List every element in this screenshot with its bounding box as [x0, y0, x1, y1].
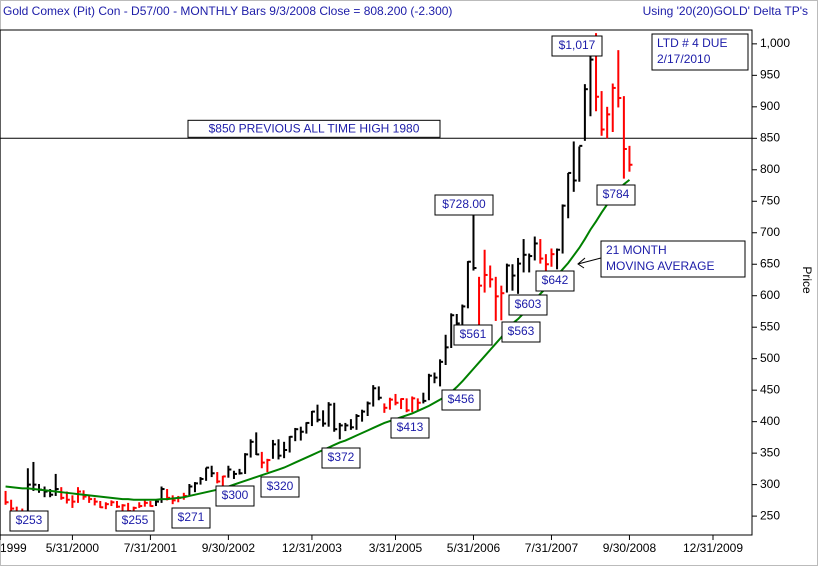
- annotation-box: [115, 510, 155, 532]
- annotation-arrow: [577, 257, 602, 269]
- annotation-text: MOVING AVERAGE: [606, 259, 714, 273]
- annotation-text: $561: [460, 327, 487, 341]
- annotation-text: $253: [16, 513, 43, 527]
- annotation-box: [453, 324, 493, 346]
- y-tick-label: 650: [760, 256, 780, 270]
- y-tick-label: 500: [760, 351, 780, 365]
- y-tick-label: 950: [760, 68, 780, 82]
- annotation-text: $563: [508, 324, 535, 338]
- x-tick-label: 7/31/2001: [124, 541, 178, 555]
- y-tick-label: 400: [760, 414, 780, 428]
- annotation-box: [321, 447, 361, 469]
- x-tick-label: 7/31/2007: [525, 541, 579, 555]
- plot-area: [0, 29, 753, 536]
- y-tick-label: 1,000: [760, 36, 790, 50]
- annotation-text: $642: [542, 273, 569, 287]
- annotation-box: [441, 389, 481, 411]
- annotation-text: 2/17/2010: [657, 52, 711, 66]
- y-tick-label: 750: [760, 193, 780, 207]
- annotation-box: [215, 485, 255, 507]
- y-tick-label: 550: [760, 319, 780, 333]
- annotation-text: LTD # 4 DUE: [657, 36, 727, 50]
- y-tick-label: 350: [760, 445, 780, 459]
- annotation-box: [596, 184, 636, 206]
- reference-label: $850 PREVIOUS ALL TIME HIGH 1980: [209, 121, 420, 135]
- annotation-box: [501, 321, 541, 343]
- annotation-box: [260, 476, 300, 498]
- x-tick-label: 5/31/2006: [447, 541, 501, 555]
- annotation-box: [600, 240, 746, 278]
- annotation-text: 21 MONTH: [606, 243, 667, 257]
- annotation-box: [535, 270, 575, 292]
- annotation-text: $320: [267, 479, 294, 493]
- y-tick-label: 250: [760, 508, 780, 522]
- annotation-text: $300: [222, 488, 249, 502]
- annotation-text: $728.00: [442, 197, 486, 211]
- annotation-box: [508, 294, 548, 316]
- y-tick-label: 300: [760, 477, 780, 491]
- annotation-text: $1,017: [559, 38, 596, 52]
- y-tick-label: 600: [760, 288, 780, 302]
- x-tick-label: 9/30/2008: [603, 541, 657, 555]
- annotation-text: $255: [122, 513, 149, 527]
- x-tick-label: 9/30/2002: [202, 541, 256, 555]
- chart-title: Gold Comex (Pit) Con - D57/00 - MONTHLY …: [3, 4, 452, 18]
- annotation-text: $271: [178, 510, 205, 524]
- y-tick-label: 450: [760, 382, 780, 396]
- x-tick-label: 12/31/2009: [683, 541, 743, 555]
- annotation-text: $456: [448, 392, 475, 406]
- y-tick-label: 900: [760, 99, 780, 113]
- annotation-text: $603: [515, 297, 542, 311]
- chart-subtitle: Using '20(20)GOLD' Delta TP's: [643, 4, 808, 18]
- annotation-text: $413: [397, 420, 424, 434]
- x-tick-label: 5/31/2000: [46, 541, 100, 555]
- x-tick-label: 4/30/1999: [0, 541, 27, 555]
- x-tick-label: 3/31/2005: [369, 541, 423, 555]
- y-tick-label: 700: [760, 225, 780, 239]
- reference-label-box: [187, 119, 441, 138]
- annotation-box: [390, 417, 430, 439]
- annotation-box: [551, 35, 603, 57]
- annotation-box: [171, 507, 211, 529]
- annotation-box: [9, 510, 49, 532]
- y-axis-label: Price: [800, 266, 814, 294]
- x-tick-label: 12/31/2003: [282, 541, 342, 555]
- annotation-text: $372: [328, 450, 355, 464]
- y-tick-label: 850: [760, 130, 780, 144]
- y-tick-label: 800: [760, 162, 780, 176]
- annotation-box: [434, 194, 494, 216]
- annotation-text: $784: [603, 187, 630, 201]
- annotation-box: [651, 33, 749, 71]
